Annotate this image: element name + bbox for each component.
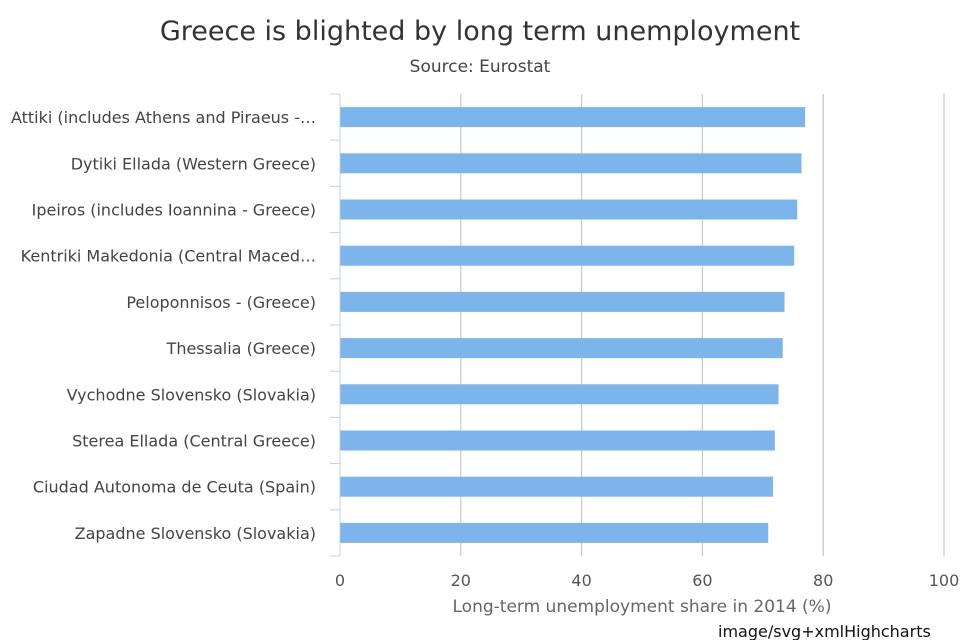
category-label: Ipeiros (includes Ioannina - Greece) [32, 201, 316, 220]
x-tick-label-0: 0 [335, 571, 345, 590]
bar-10 [340, 522, 769, 543]
bars [340, 107, 806, 543]
category-label: Kentriki Makedonia (Central Maced… [21, 247, 316, 266]
x-tick-label-60: 60 [692, 571, 712, 590]
category-label: Zapadne Slovensko (Slovakia) [75, 524, 316, 543]
category-label: Ciudad Autonoma de Ceuta (Spain) [33, 478, 316, 497]
credit-text: image/svg+xmlHighcharts [718, 622, 931, 640]
x-tick-label-100: 100 [929, 571, 960, 590]
x-tick-label-20: 20 [451, 571, 471, 590]
category-label: Sterea Ellada (Central Greece) [72, 432, 316, 451]
category-label: Thessalia (Greece) [166, 339, 316, 358]
x-axis-title: Long-term unemployment share in 2014 (%) [453, 597, 832, 617]
bar-6 [340, 338, 783, 359]
bar-4 [340, 245, 795, 266]
bar-3 [340, 199, 798, 220]
category-label: Attiki (includes Athens and Piraeus -… [11, 108, 316, 127]
chart-subtitle: Source: Eurostat [410, 57, 551, 77]
bar-1 [340, 107, 806, 128]
category-label: Vychodne Slovensko (Slovakia) [67, 385, 316, 404]
bar-8 [340, 430, 775, 451]
category-label: Peloponnisos - (Greece) [126, 293, 316, 312]
x-tick-labels: 0 20 40 60 80 100 [335, 571, 959, 590]
chart-title: Greece is blighted by long term unemploy… [160, 16, 800, 47]
bar-5 [340, 291, 785, 312]
category-labels: Attiki (includes Athens and Piraeus -… Dy… [11, 93, 340, 557]
x-tick-label-80: 80 [813, 571, 833, 590]
bar-7 [340, 384, 779, 405]
bar-9 [340, 476, 774, 497]
x-tick-label-40: 40 [571, 571, 591, 590]
bar-2 [340, 153, 802, 174]
category-label: Dytiki Ellada (Western Greece) [71, 154, 316, 173]
